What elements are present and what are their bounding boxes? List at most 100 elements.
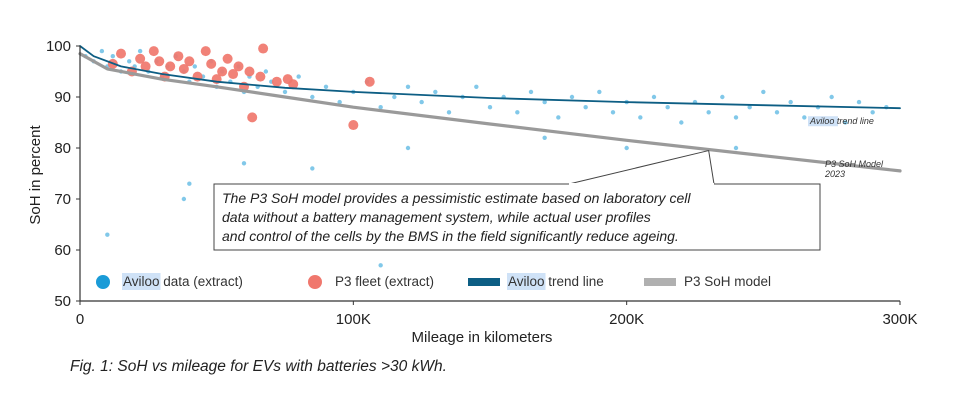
p3-fleet-point <box>165 61 176 72</box>
p3-fleet-point <box>184 56 195 67</box>
aviloo-data-point <box>296 74 301 79</box>
p3-fleet-point <box>154 56 165 67</box>
aviloo-data-point <box>282 89 288 95</box>
x-tick-label: 0 <box>76 311 84 328</box>
aviloo-data-point <box>720 94 725 100</box>
legend-label: P3 SoH model <box>684 274 771 289</box>
aviloo-data-point <box>542 99 547 105</box>
p3-fleet-point <box>288 79 299 90</box>
aviloo-data-point <box>241 161 247 166</box>
p3-fleet-point <box>140 61 151 72</box>
aviloo-data-point <box>624 145 629 151</box>
legend-label-rest: trend line <box>545 274 604 289</box>
aviloo-data-point <box>323 84 329 90</box>
aviloo-data-point <box>870 110 875 115</box>
aviloo-data-point <box>515 110 520 115</box>
x-tick-label: 100K <box>336 311 371 328</box>
legend-label-rest: data (extract) <box>160 274 243 289</box>
y-axis-title: SoH in percent <box>27 125 44 225</box>
aviloo-data-point <box>542 135 547 140</box>
legend: Aviloo data (extract) P3 fleet (extract) A… <box>96 273 771 290</box>
aviloo-data-point <box>263 69 269 74</box>
aviloo-data-point <box>378 105 383 110</box>
y-tick-label: 90 <box>54 89 71 106</box>
figure-caption: Fig. 1: SoH vs mileage for EVs with batt… <box>70 358 447 375</box>
plot-lines <box>78 45 902 173</box>
aviloo-data-point <box>610 110 616 115</box>
aviloo-data-point <box>706 110 711 115</box>
legend-swatch-dot <box>308 275 322 289</box>
legend-swatch-bar <box>644 278 676 286</box>
y-tick-label: 60 <box>54 242 71 259</box>
aviloo-data-point <box>446 110 452 115</box>
aviloo-data-point <box>556 115 561 120</box>
p3-fleet-point <box>200 46 211 57</box>
annotation: The P3 SoH model provides a pessimistic … <box>213 149 821 251</box>
annotation-text-line: and control of the cells by the BMS in t… <box>222 228 679 244</box>
p3-fleet-point <box>247 112 258 123</box>
aviloo-data-point <box>528 89 534 95</box>
legend-highlight-bg <box>507 273 546 290</box>
p3-fleet-point <box>255 71 266 82</box>
aviloo-data-point <box>392 94 397 100</box>
p3-fleet-point <box>364 76 375 87</box>
plot-points <box>83 43 889 268</box>
x-tick-label: 300K <box>882 311 917 328</box>
p3-fleet-point <box>271 76 282 87</box>
p3-fleet-point <box>244 66 255 77</box>
aviloo-data-point <box>733 145 739 151</box>
p3-fleet-point <box>135 53 146 64</box>
p3-model-label: P3 SoH Model <box>825 159 884 169</box>
legend-label: P3 fleet (extract) <box>335 274 434 289</box>
aviloo-data-point <box>747 105 752 110</box>
aviloo-data-point <box>110 54 116 59</box>
aviloo-trend-line <box>79 45 901 110</box>
p3-fleet-point <box>173 51 184 62</box>
annotation-box <box>213 183 821 251</box>
aviloo-data-point <box>487 105 493 110</box>
annotation-text-line: The P3 SoH model provides a pessimistic … <box>222 190 691 206</box>
p3-fleet-point <box>258 43 269 54</box>
annotation-text-line: data without a battery management system… <box>222 209 651 225</box>
aviloo-data-point <box>856 99 862 105</box>
p3-model-label: 2023 <box>824 169 845 179</box>
legend-swatch-bar <box>468 278 500 286</box>
p3-fleet-point <box>222 53 233 64</box>
aviloo-data-point <box>638 115 643 120</box>
aviloo-data-point <box>99 48 105 54</box>
aviloo-data-point <box>583 105 588 110</box>
ticks: 0 100K 200K 300K 50 60 70 80 90 100 <box>46 38 918 328</box>
legend-label-highlight: Aviloo <box>123 274 160 289</box>
p3-fleet-point <box>116 48 126 59</box>
aviloo-data-point <box>337 99 342 105</box>
p3-fleet-point <box>148 46 159 57</box>
y-tick-label: 70 <box>54 191 71 208</box>
p3-fleet-point <box>233 61 244 72</box>
legend-swatch-dot <box>96 275 110 289</box>
y-tick-label: 80 <box>54 140 71 157</box>
axes <box>79 46 900 302</box>
legend-label-highlight: Aviloo <box>508 274 545 289</box>
aviloo-trend-label: Aviloo trend line <box>809 116 874 126</box>
p3-fleet-point <box>217 66 228 77</box>
aviloo-data-point <box>802 115 807 120</box>
aviloo-data-point <box>665 105 670 110</box>
aviloo-data-point <box>310 94 315 100</box>
aviloo-data-point <box>433 89 438 95</box>
x-tick-label: 200K <box>609 311 644 328</box>
p3-soh-model-line <box>78 52 902 173</box>
aviloo-data-point <box>569 94 575 100</box>
aviloo-data-point <box>310 166 315 171</box>
y-tick-label: 50 <box>54 293 71 310</box>
aviloo-data-point <box>127 59 132 64</box>
p3-fleet-point <box>348 120 359 131</box>
trend-label-highlight <box>808 116 838 127</box>
legend-label: Aviloo data (extract) <box>123 274 243 289</box>
aviloo-data-point <box>181 196 187 202</box>
annotation-callout <box>568 149 715 185</box>
x-axis-title: Mileage in kilometers <box>412 329 553 346</box>
aviloo-data-point <box>137 48 143 54</box>
aviloo-data-point <box>419 99 424 105</box>
